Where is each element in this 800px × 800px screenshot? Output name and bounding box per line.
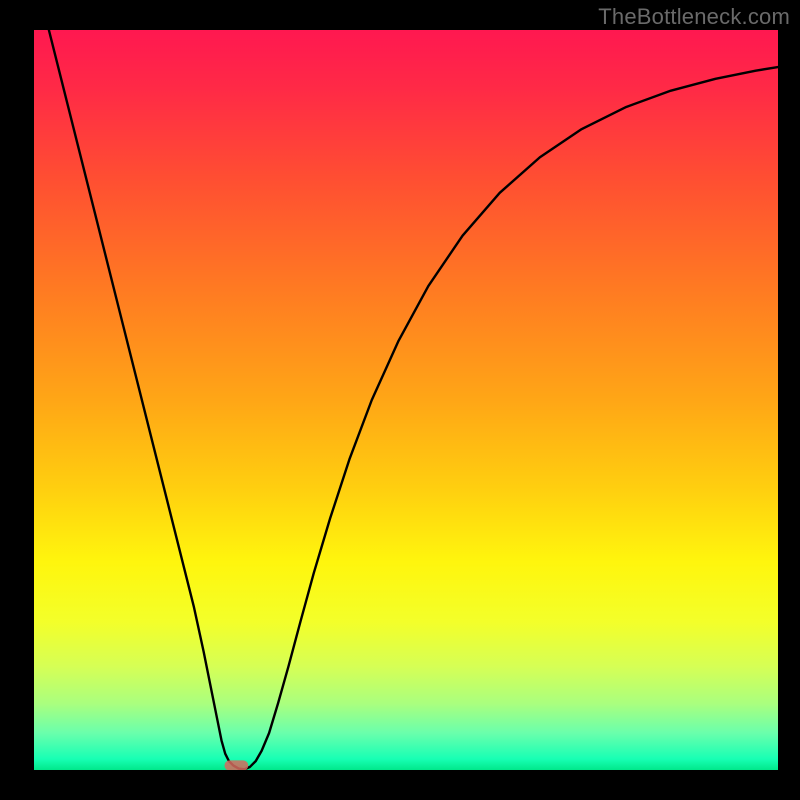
watermark-text: TheBottleneck.com [598,4,790,30]
gradient-background [34,30,778,770]
bottleneck-chart [34,30,778,770]
plot-area [34,30,778,770]
figure-canvas: TheBottleneck.com [0,0,800,800]
optimum-marker [224,760,248,770]
